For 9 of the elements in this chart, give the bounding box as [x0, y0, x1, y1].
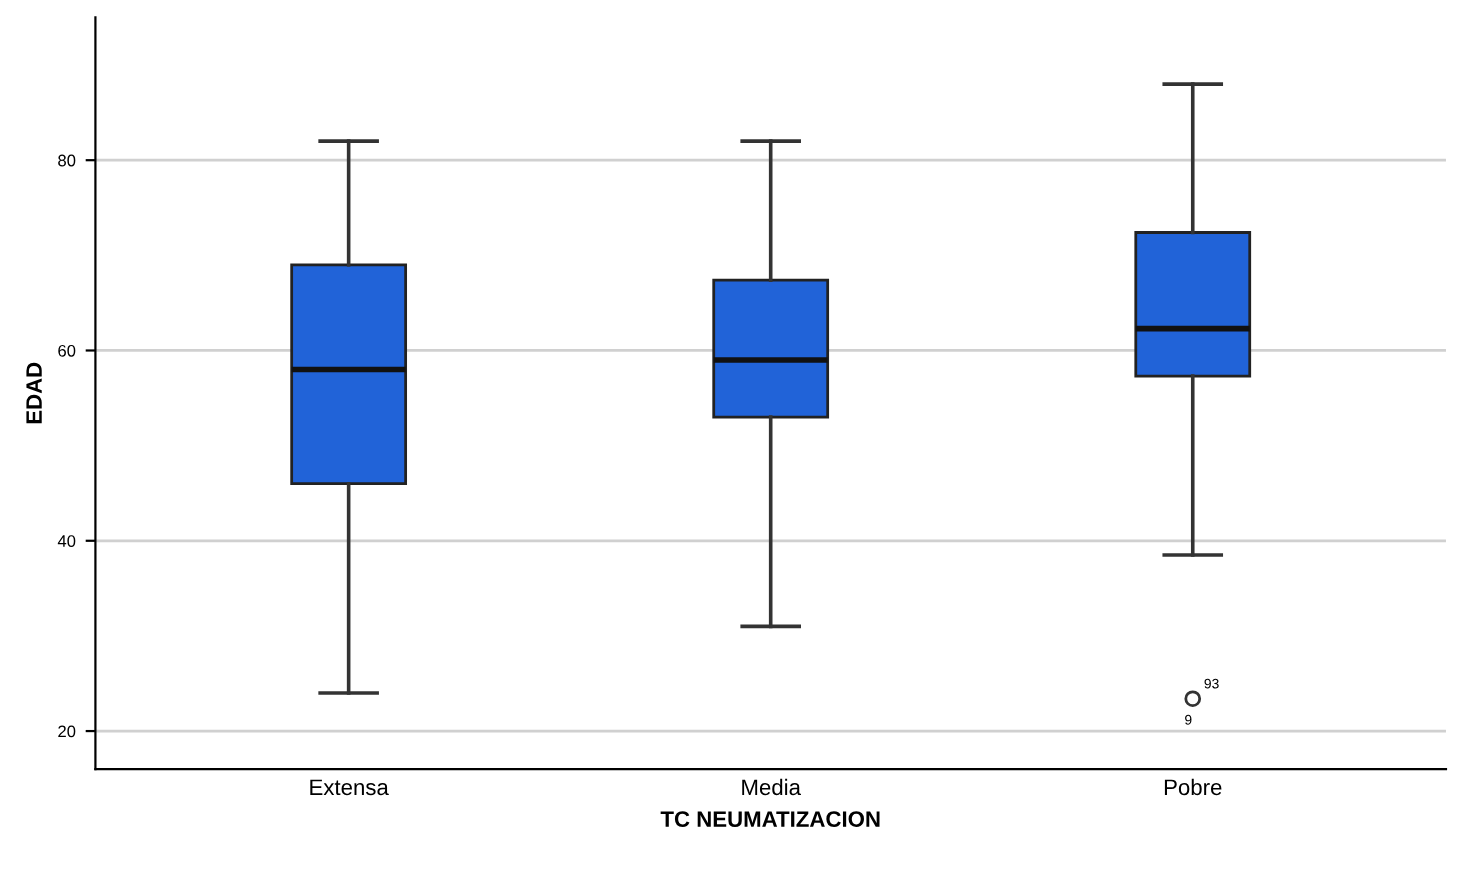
x-tick-label: Pobre — [1164, 778, 1222, 796]
y-tick-label: 40 — [57, 535, 76, 547]
y-tick-label: 20 — [58, 725, 76, 738]
y-axis-title: EDAD — [26, 362, 42, 424]
x-tick-label: Media — [742, 778, 801, 796]
y-tick-label: 80 — [58, 154, 76, 167]
x-axis-title: TC NEUMATIZACION — [660, 811, 880, 827]
x-tick-label: Extensa — [310, 779, 389, 796]
y-tick-label: 60 — [58, 344, 76, 357]
